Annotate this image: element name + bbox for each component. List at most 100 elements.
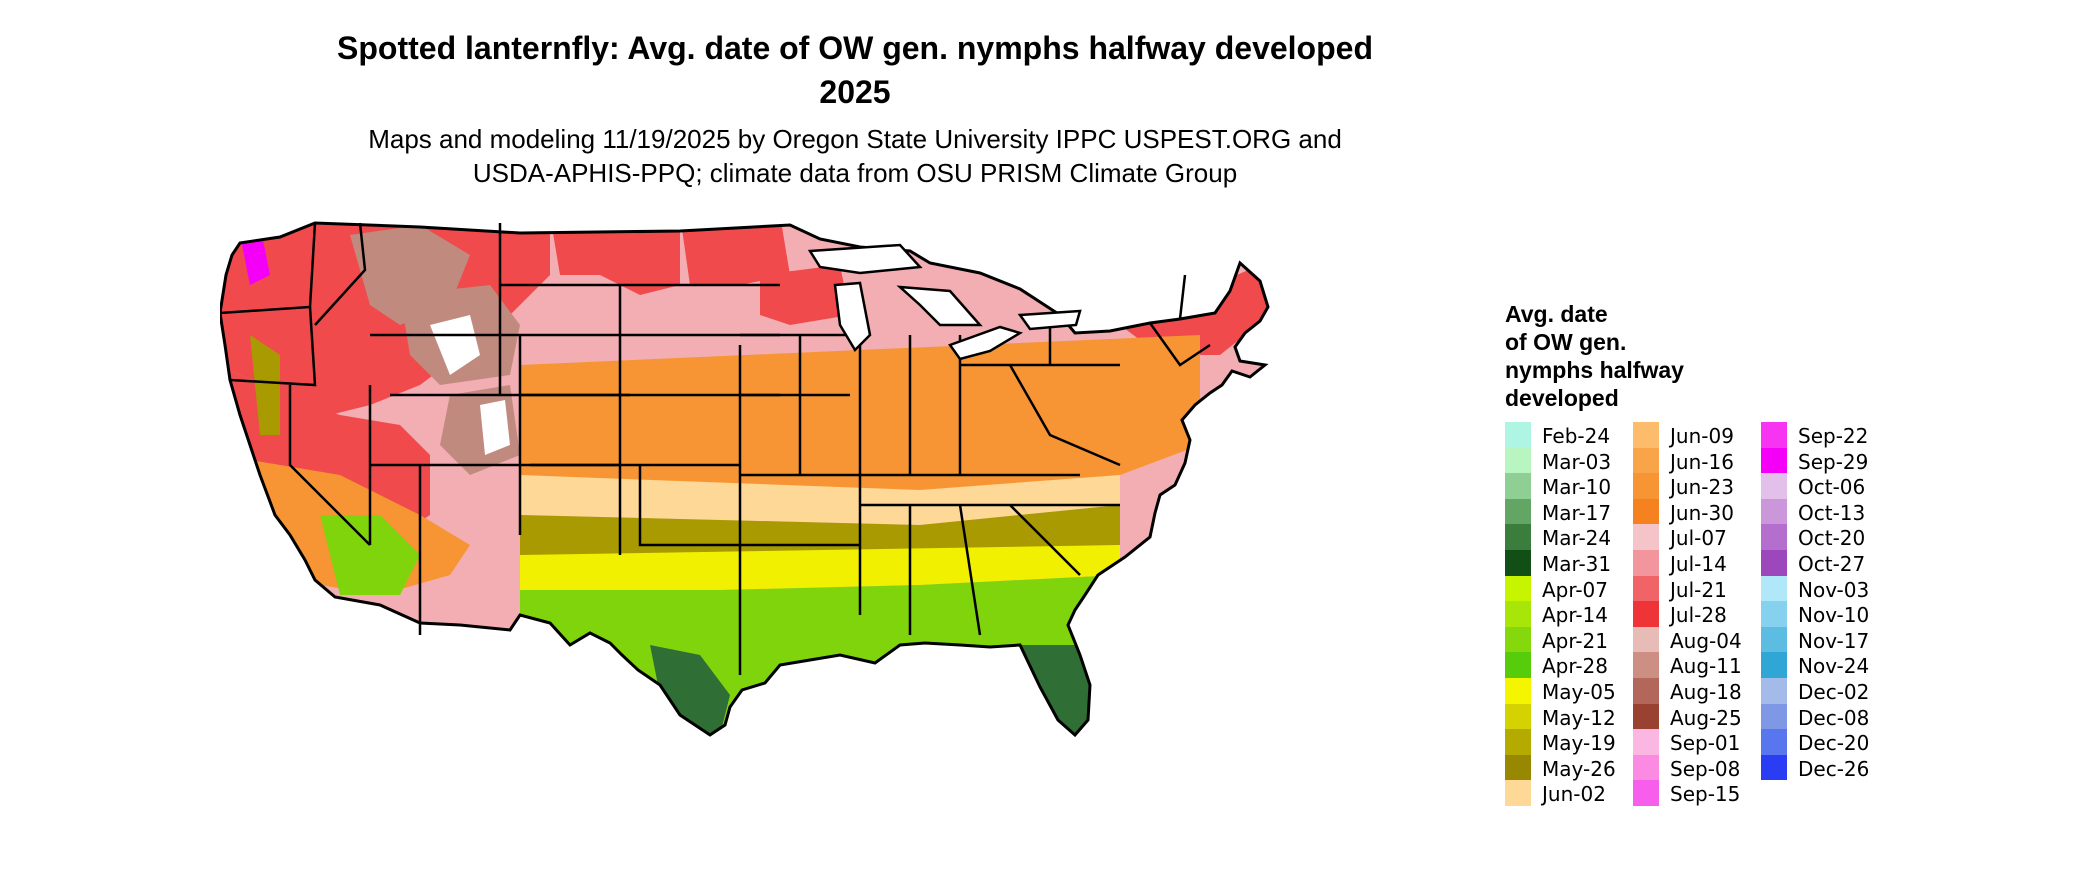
legend-swatch [1505,729,1531,755]
or-south-border [229,306,317,387]
legend-swatch [1761,703,1787,730]
legend-swatch [1761,575,1787,602]
legend-swatch [1505,575,1531,602]
legend-label: Jun-23 [1670,475,1734,500]
legend-label: Mar-03 [1542,449,1612,474]
legend-swatch [1633,473,1659,499]
legend-swatch [1505,677,1531,704]
legend-swatch [1761,498,1787,525]
legend-label: Nov-24 [1798,654,1870,679]
zone-high-elevation [430,315,480,375]
legend-swatch [1505,754,1531,781]
legend-label: Mar-31 [1542,551,1612,576]
legend-label: Apr-28 [1542,654,1608,679]
legend-label: Mar-24 [1542,526,1612,551]
subtitle-line-2: USDA-APHIS-PPQ; climate data from OSU PR… [472,158,1238,188]
legend-swatch [1761,473,1787,499]
legend-label: Aug-25 [1670,705,1742,730]
legend-label: Mar-10 [1542,475,1612,500]
lake-erie [948,325,1024,361]
ok-tx-border [638,465,740,547]
legend-label: Aug-04 [1670,628,1742,653]
legend-label: Nov-03 [1798,577,1870,602]
legend-swatch [1633,677,1659,704]
legend-swatch [1505,524,1531,550]
ca-nv-border [288,385,371,546]
legend-swatch [1633,498,1659,525]
legend-label: Dec-20 [1798,731,1870,756]
legend-label: Nov-10 [1798,603,1870,628]
legend-label: Sep-15 [1670,782,1741,807]
legend-label: Sep-29 [1798,449,1869,474]
zone-dakotas [550,223,680,295]
legend-swatch [1633,754,1659,781]
us-phenology-map [220,221,1270,737]
legend-swatch [1633,422,1659,448]
legend-label: Dec-26 [1798,756,1870,781]
lake-huron [896,285,983,327]
legend-swatch [1633,729,1659,755]
zone-colorado-peaks [480,400,510,455]
legend-label: May-05 [1542,679,1616,704]
legend-label: May-12 [1542,705,1616,730]
legend-label: Feb-24 [1542,424,1611,448]
legend-label: Aug-11 [1670,654,1742,679]
zone-wisconsin [760,265,850,325]
legend-label: May-26 [1542,756,1616,781]
legend-swatch [1633,626,1659,653]
legend-label: Jun-30 [1670,500,1734,525]
map-title: Spotted lanternfly: Avg. date of OW gen.… [200,26,1510,114]
wv-va-border [1008,364,1121,467]
great-lakes [807,243,1082,361]
legend-label: Jun-02 [1542,782,1606,807]
idaho-border [314,222,367,326]
title-line-1: Spotted lanternfly: Avg. date of OW gen.… [337,30,1373,66]
zone-olive [520,505,1120,555]
legend-swatch [1633,575,1659,602]
legend-title-line: nymphs halfway [1505,357,1684,383]
zone-green [520,575,1120,735]
new-england-borders [1148,322,1211,367]
legend-label: Jul-07 [1670,526,1727,551]
title-line-2: 2025 [819,74,891,110]
legend-swatch [1761,422,1787,448]
ga-sc-border [1009,504,1081,576]
legend-label: May-19 [1542,731,1616,756]
legend-swatch [1761,524,1787,550]
zone-south-texas [650,645,730,735]
legend-title: Avg. date of OW gen. nymphs halfway deve… [1505,300,1745,412]
lake-ontario [1017,309,1082,331]
subtitle-line-1: Maps and modeling 11/19/2025 by Oregon S… [368,124,1342,154]
al-ga-border [958,504,982,636]
legend-swatch [1761,652,1787,678]
map-subtitle: Maps and modeling 11/19/2025 by Oregon S… [200,122,1510,190]
legend-label: Oct-20 [1798,526,1866,551]
legend-swatch [1761,601,1787,627]
legend-label: Sep-01 [1670,731,1741,756]
legend-label: Nov-17 [1798,628,1870,653]
legend-label: Apr-14 [1542,603,1608,628]
legend-label: Apr-07 [1542,577,1608,602]
legend-swatch [1505,498,1531,525]
zone-arizona-green [320,515,420,595]
legend-label: Jul-14 [1670,551,1727,576]
zone-southern-tan [520,475,1120,525]
legend-label: Sep-22 [1798,424,1869,448]
legend-label: Jun-16 [1670,449,1734,474]
legend-swatch [1761,729,1787,755]
legend-label: Oct-13 [1798,500,1866,525]
legend-swatch [1505,447,1531,474]
legend-label: Oct-27 [1798,551,1866,576]
legend-label: Dec-02 [1798,679,1870,704]
legend-swatch [1505,652,1531,678]
legend-swatch [1505,626,1531,653]
legend-swatch [1505,422,1531,448]
lake-superior [807,243,923,275]
legend-swatch [1505,703,1531,730]
legend-swatch [1505,780,1531,806]
legend-swatch [1633,652,1659,678]
legend-title-line: developed [1505,385,1619,411]
legend-label: Jun-09 [1670,424,1734,448]
legend-swatch [1633,703,1659,730]
legend-swatch [1505,473,1531,499]
